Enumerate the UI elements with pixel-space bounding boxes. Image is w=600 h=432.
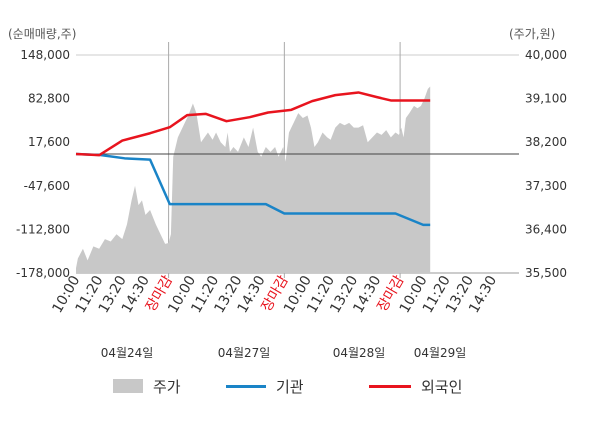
legend-foreign-label: 외국인 bbox=[421, 377, 463, 396]
institution-series-line bbox=[75, 152, 431, 227]
price-layer bbox=[76, 86, 431, 274]
axis-layer: 148,000 82,800 17,600 -47,600 -112,800 -178,0… bbox=[16, 48, 567, 360]
date-label: 04월28일 bbox=[333, 346, 386, 360]
left-tick-label: 148,000 bbox=[20, 48, 70, 62]
date-label: 04월27일 bbox=[218, 346, 271, 360]
left-tick-label: -47,600 bbox=[24, 179, 70, 193]
date-label: 04월24일 bbox=[101, 346, 154, 360]
line-layer bbox=[75, 91, 519, 227]
left-tick-label: 17,600 bbox=[28, 135, 70, 149]
left-tick-label: -178,000 bbox=[16, 266, 70, 280]
right-tick-label: 35,500 bbox=[525, 266, 567, 280]
right-tick-label: 39,100 bbox=[525, 92, 567, 106]
legend-price-label: 주가 bbox=[153, 377, 181, 396]
legend-item-foreign: 외국인 bbox=[369, 374, 462, 398]
right-tick-label: 38,200 bbox=[525, 135, 567, 149]
right-axis-title: (주가,원) bbox=[509, 27, 555, 41]
legend-price-swatch bbox=[113, 379, 143, 393]
foreign-series-line bbox=[75, 91, 431, 157]
date-label: 04월29일 bbox=[414, 346, 467, 360]
chart-legend: 주가 기관 외국인 bbox=[0, 374, 600, 398]
left-tick-label: -112,800 bbox=[16, 222, 70, 236]
right-tick-label: 40,000 bbox=[525, 48, 567, 62]
left-tick-label: 82,800 bbox=[28, 92, 70, 106]
legend-institution-label: 기관 bbox=[276, 377, 304, 396]
left-axis-title: (순매매량,주) bbox=[8, 27, 76, 41]
legend-item-price: 주가 bbox=[113, 374, 181, 398]
price-area bbox=[76, 86, 431, 274]
legend-institution-swatch bbox=[226, 384, 266, 388]
right-tick-label: 36,400 bbox=[525, 222, 567, 236]
legend-item-institution: 기관 bbox=[226, 374, 304, 398]
right-tick-label: 37,300 bbox=[525, 179, 567, 193]
legend-foreign-swatch bbox=[369, 384, 411, 388]
